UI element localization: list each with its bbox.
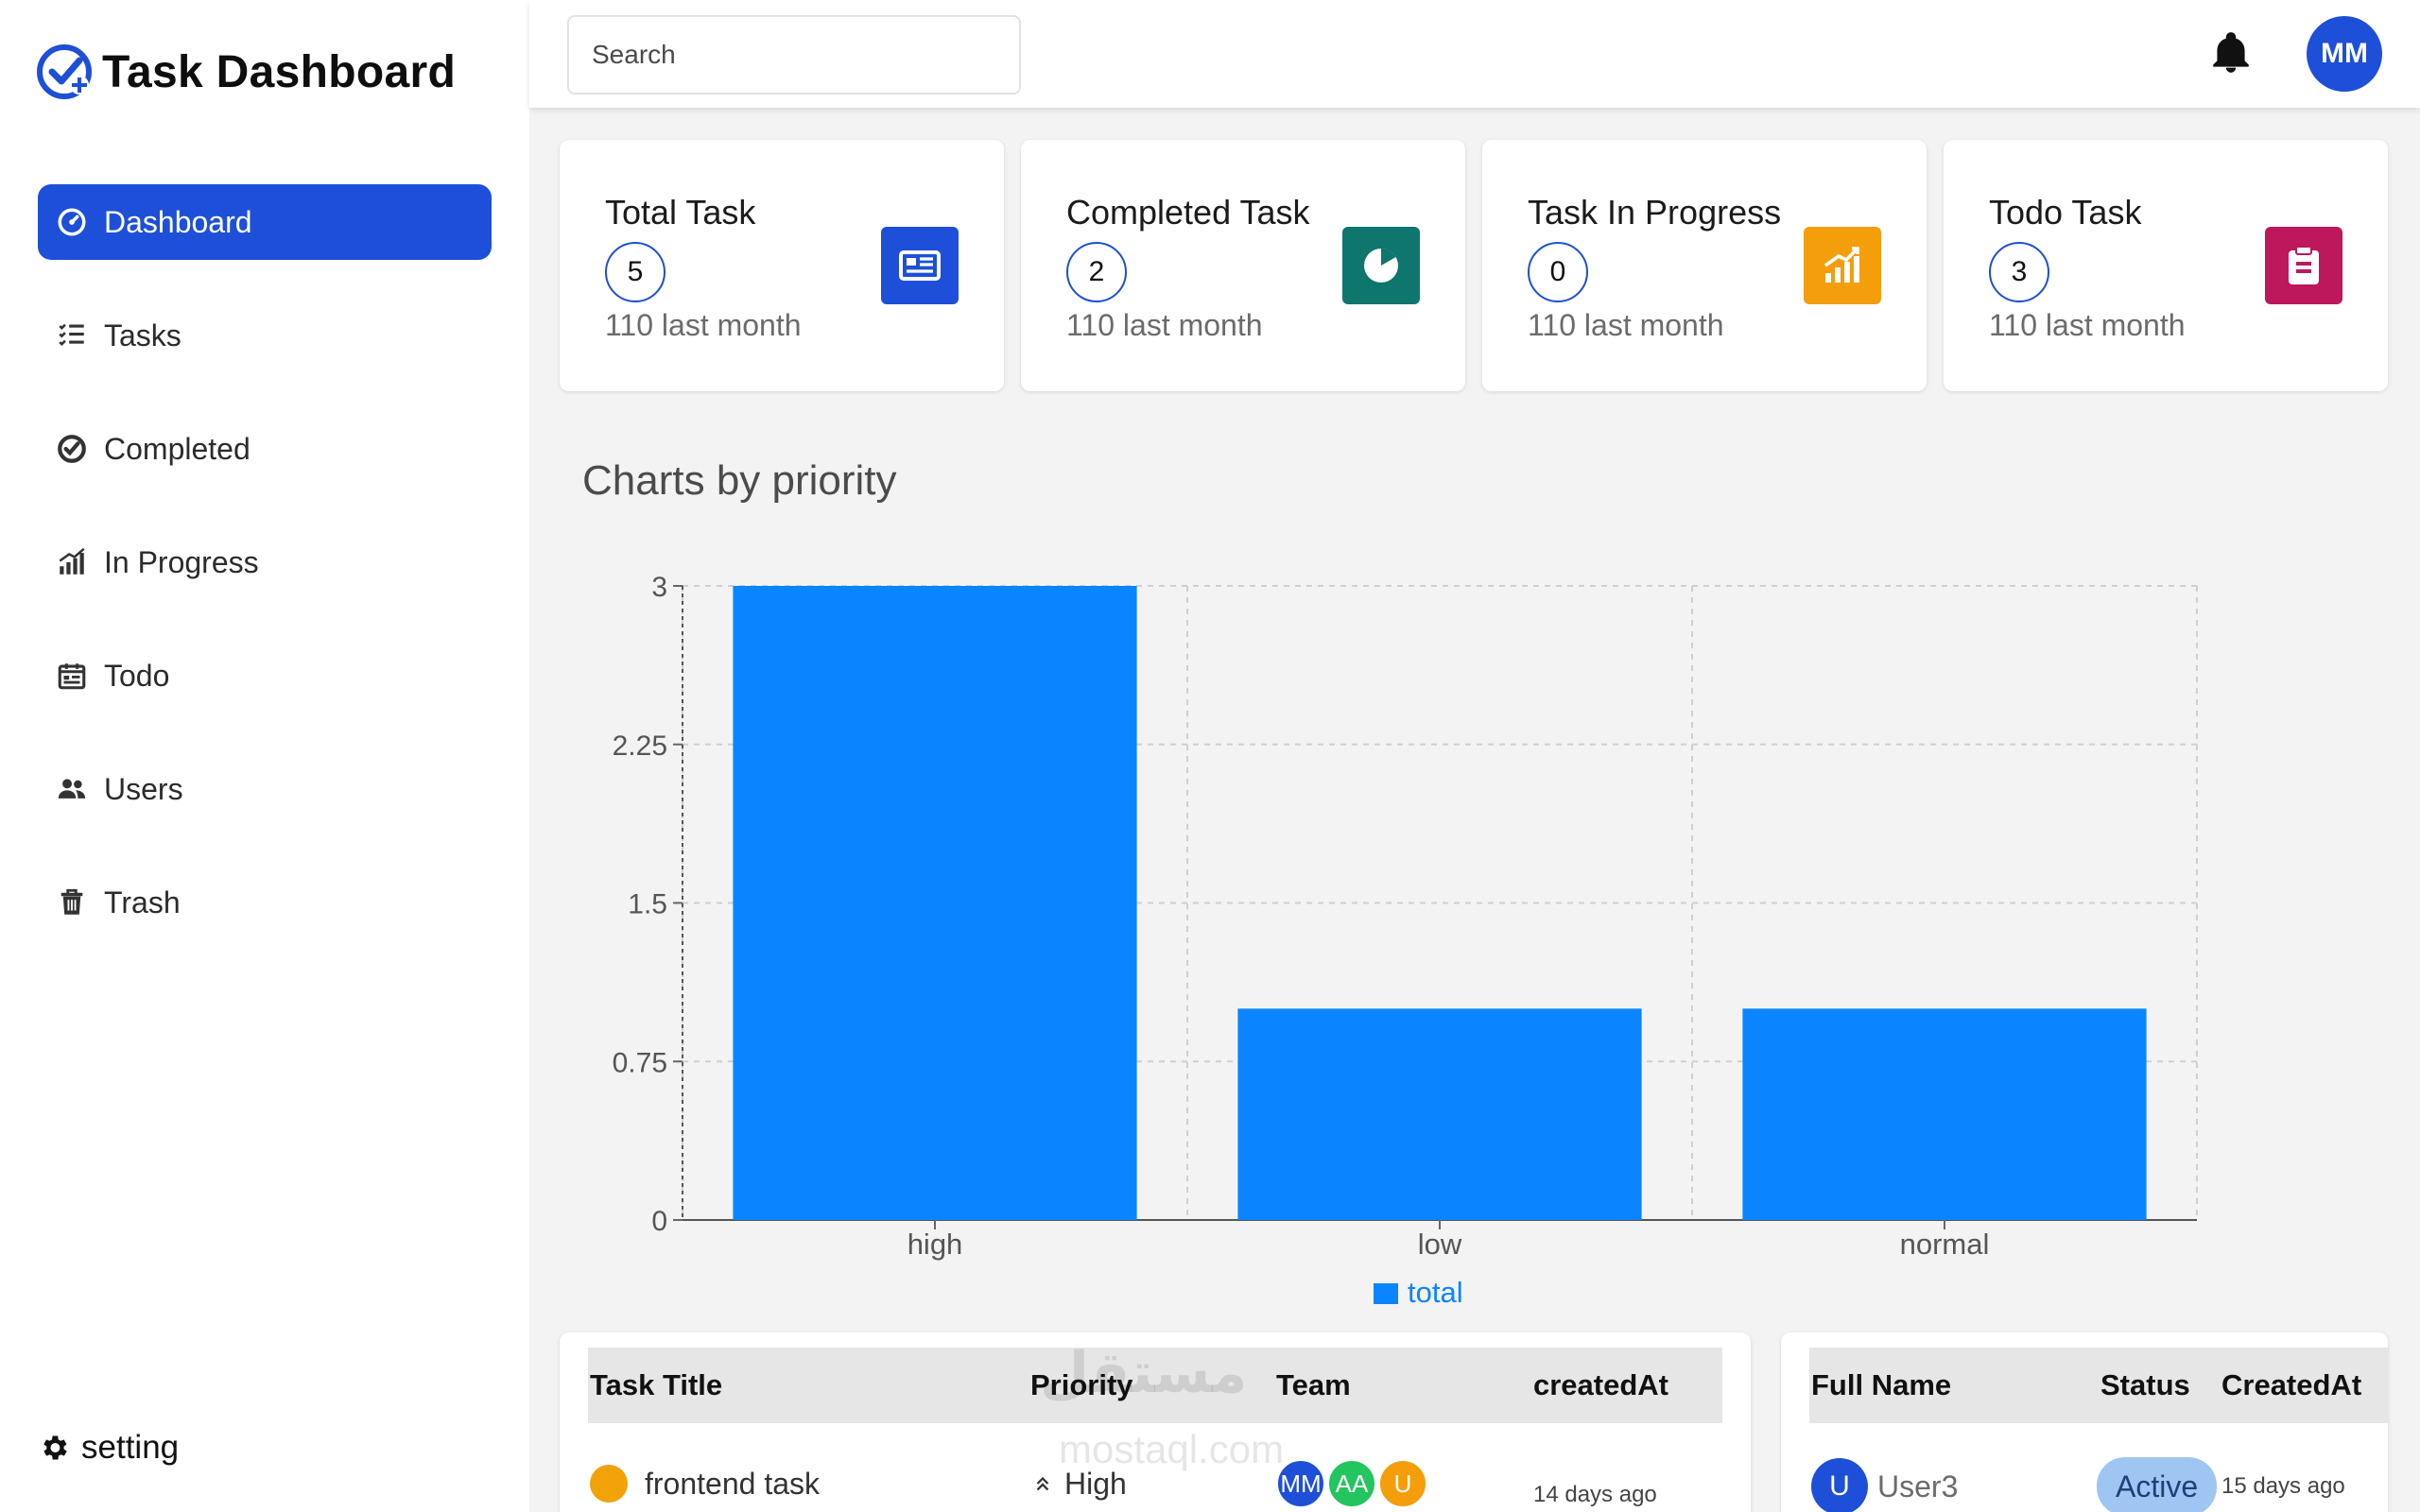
task-title-cell: frontend task (590, 1446, 820, 1512)
sidebar-item-label: Tasks (104, 318, 182, 352)
app-title: Task Dashboard (102, 46, 457, 97)
bar-high (733, 586, 1137, 1220)
users-icon (53, 770, 91, 808)
check-circle-icon (53, 430, 91, 468)
created-at-cell: 15 days ago (2221, 1473, 2345, 1499)
y-tick-label: 3 (651, 572, 667, 603)
sidebar-item-users[interactable]: Users (38, 751, 492, 827)
tasks-table-header: Task Title Priority Team createdAt (588, 1348, 1722, 1423)
setting-label: setting (81, 1429, 180, 1466)
sidebar-item-tasks[interactable]: Tasks (38, 298, 492, 373)
priority-label: High (1064, 1466, 1127, 1501)
y-tick-label: 0 (651, 1206, 667, 1237)
tasks-list-icon (53, 317, 91, 354)
user-avatar[interactable]: MM (2307, 16, 2382, 92)
created-at-cell: 14 days ago (1533, 1482, 1657, 1507)
chart-up-icon (1804, 227, 1881, 304)
stat-title: Completed Task (1066, 193, 1310, 232)
stat-card-completed: Completed Task 2 110 last month (1021, 140, 1465, 391)
stat-title: Total Task (605, 193, 756, 232)
priority-cell: High (1032, 1446, 1127, 1512)
full-name-cell: U User3 (1811, 1446, 1958, 1512)
status-badge[interactable]: Active (2097, 1457, 2218, 1512)
chart-heading: Charts by priority (582, 457, 897, 504)
y-tick-label: 1.5 (628, 889, 667, 920)
stat-count: 2 (1066, 242, 1127, 302)
bar-normal (1742, 1008, 2147, 1220)
task-title: frontend task (645, 1466, 820, 1501)
legend-label: total (1408, 1276, 1463, 1309)
sidebar-item-label: Completed (104, 431, 251, 466)
table-row[interactable]: U User3 Active 15 days ago (1809, 1446, 2388, 1512)
user-name: User3 (1877, 1469, 1959, 1503)
sidebar-item-label: Todo (104, 658, 170, 693)
stat-count: 5 (605, 242, 666, 302)
trash-icon (53, 884, 91, 921)
stat-count: 0 (1528, 242, 1588, 302)
signal-bars-icon (53, 543, 91, 581)
dashboard-icon (53, 203, 91, 241)
table-row[interactable]: frontend task High MM AA U 14 days ago (588, 1446, 1722, 1512)
team-avatar[interactable]: MM (1276, 1459, 1325, 1508)
sidebar-item-label: Users (104, 771, 183, 806)
double-chevron-up-icon (1036, 1476, 1049, 1491)
tasks-table: Task Title Priority Team createdAt front… (560, 1332, 1751, 1512)
stat-title: Todo Task (1989, 193, 2142, 232)
team-avatar[interactable]: U (1378, 1459, 1427, 1508)
stat-count: 3 (1989, 242, 2049, 302)
col-created-at: createdAt (1533, 1368, 1668, 1401)
sidebar-nav: Dashboard Tasks Completed In Progress To… (38, 184, 492, 978)
sidebar-item-dashboard[interactable]: Dashboard (38, 184, 492, 260)
gear-icon (43, 1435, 67, 1460)
stat-card-total: Total Task 5 110 last month (560, 140, 1004, 391)
calendar-icon (53, 657, 91, 695)
pie-icon (1342, 227, 1420, 304)
sidebar-item-label: Trash (104, 885, 181, 919)
stat-card-todo: Todo Task 3 110 last month (1944, 140, 2388, 391)
stat-subtext: 110 last month (1989, 308, 2186, 342)
users-table-header: Full Name Status CreatedAt (1809, 1348, 2388, 1423)
newspaper-icon (881, 227, 959, 304)
stat-subtext: 110 last month (1066, 308, 1263, 342)
sidebar-item-label: Dashboard (104, 204, 252, 239)
stat-subtext: 110 last month (1528, 308, 1724, 342)
sidebar-item-in-progress[interactable]: In Progress (38, 524, 492, 600)
status-cell: Active (2097, 1457, 2218, 1512)
stat-title: Task In Progress (1528, 193, 1782, 232)
team-avatar[interactable]: AA (1327, 1459, 1376, 1508)
col-team: Team (1276, 1368, 1351, 1401)
priority-dot-icon (590, 1465, 628, 1503)
legend-swatch (1374, 1283, 1398, 1304)
col-created-at: CreatedAt (2221, 1368, 2362, 1401)
brand[interactable]: Task Dashboard (36, 42, 456, 102)
stat-card-in-progress: Task In Progress 0 110 last month (1482, 140, 1927, 391)
sidebar: Task Dashboard Dashboard Tasks Completed… (0, 0, 529, 1512)
col-priority: Priority (1030, 1368, 1133, 1401)
sidebar-item-label: In Progress (104, 544, 259, 579)
user-avatar: U (1811, 1458, 1868, 1512)
users-table: Full Name Status CreatedAt U User3 Activ… (1781, 1332, 2388, 1512)
col-task-title: Task Title (590, 1368, 723, 1401)
top-header: MM (529, 0, 2420, 108)
x-tick-label: normal (1900, 1228, 1990, 1261)
stat-subtext: 110 last month (605, 308, 802, 342)
y-tick-label: 0.75 (613, 1047, 667, 1078)
x-tick-label: low (1418, 1228, 1462, 1261)
sidebar-item-completed[interactable]: Completed (38, 411, 492, 487)
sidebar-item-todo[interactable]: Todo (38, 638, 492, 713)
col-full-name: Full Name (1811, 1368, 1952, 1401)
priority-bar-chart: 0 0.75 1.5 2.25 3 high low normal total (613, 572, 2198, 1309)
bar-low (1237, 1008, 1642, 1220)
sidebar-item-trash[interactable]: Trash (38, 865, 492, 940)
clipboard-icon (2265, 227, 2342, 304)
team-cell: MM AA U (1276, 1459, 1446, 1508)
bell-icon[interactable] (2207, 28, 2255, 77)
logo-check-icon (37, 44, 92, 99)
y-tick-label: 2.25 (613, 730, 667, 762)
col-status: Status (2100, 1368, 2190, 1401)
x-tick-label: high (908, 1228, 963, 1261)
search-input[interactable] (567, 15, 1021, 94)
setting-link[interactable]: setting (38, 1427, 179, 1469)
